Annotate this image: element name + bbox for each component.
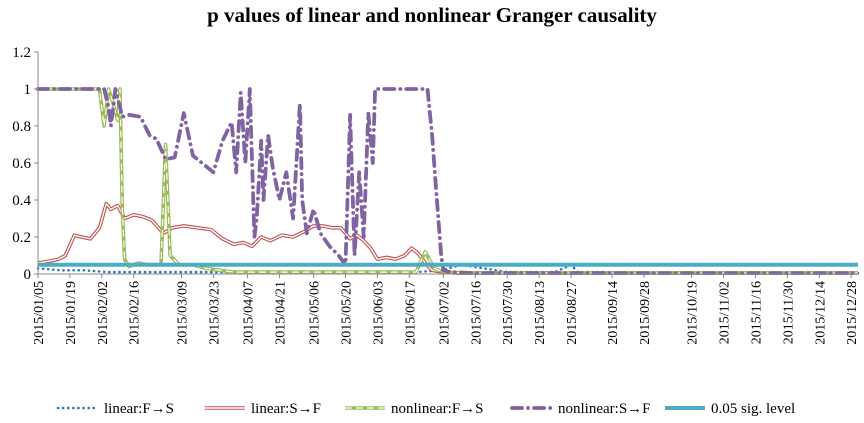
legend-entry: 0.05 sig. level <box>665 401 795 417</box>
x-tick-label: 2015/06/03 <box>371 281 386 345</box>
x-tick-label: 2015/10/19 <box>686 281 701 345</box>
x-tick-label: 2015/01/05 <box>32 281 47 345</box>
x-tick-label: 2015/04/07 <box>242 281 257 345</box>
y-tick-label: 1.2 <box>12 45 31 61</box>
plot-area <box>36 87 860 276</box>
chart-title: p values of linear and nonlinear Granger… <box>207 3 657 27</box>
x-tick-label: 2015/07/30 <box>501 281 516 345</box>
series-line-3 <box>36 87 860 276</box>
x-tick-label: 2015/07/02 <box>437 281 452 345</box>
x-tick-label: 2015/04/21 <box>273 281 288 345</box>
x-tick-label: 2015/06/17 <box>403 281 418 345</box>
x-tick-label: 2015/05/20 <box>340 281 355 345</box>
x-tick-label: 2015/05/06 <box>308 281 323 345</box>
x-tick-label: 2015/01/19 <box>64 281 79 345</box>
legend-label: nonlinear:S→F <box>558 401 651 417</box>
x-tick-label: 2015/12/28 <box>845 281 860 345</box>
x-tick-label: 2015/11/30 <box>781 281 796 344</box>
y-tick-label: 0.6 <box>12 156 31 172</box>
x-tick-label: 2015/12/14 <box>813 281 828 345</box>
legend-entry: linear:F→S <box>56 401 174 417</box>
series-line-2 <box>38 87 858 275</box>
legend-label: linear:S→F <box>251 401 321 417</box>
x-tick-label: 2015/11/02 <box>718 281 733 344</box>
series-line-1 <box>37 201 858 275</box>
legend-entry: linear:S→F <box>205 401 321 417</box>
x-tick-label: 2015/08/13 <box>533 281 548 345</box>
series-line-stroke <box>38 87 858 275</box>
y-tick-label: 0.4 <box>12 193 31 209</box>
y-tick-label: 0 <box>24 267 32 283</box>
legend-label: 0.05 sig. level <box>711 401 795 417</box>
x-tick-label: 2015/02/02 <box>96 281 111 345</box>
x-tick-label: 2015/09/14 <box>606 281 621 345</box>
x-tick-label: 2015/11/16 <box>750 281 765 344</box>
y-tick-label: 0.2 <box>12 230 31 246</box>
series-line-stroke <box>36 87 860 276</box>
chart-legend: linear:F→S linear:S→F nonlinear:F→S nonline… <box>56 401 795 417</box>
x-tick-label: 2015/09/28 <box>638 281 653 345</box>
x-tick-label: 2015/02/16 <box>128 281 143 345</box>
x-tick-label: 2015/03/09 <box>176 281 191 345</box>
legend-label: nonlinear:F→S <box>391 401 484 417</box>
chart-axes: 0 0.2 0.4 0.6 0.8 1 1.2 2015/01/05 2015/01/19 201… <box>12 45 860 345</box>
x-tick-label: 2015/03/23 <box>207 281 222 345</box>
y-tick-label: 1 <box>24 82 32 98</box>
y-tick-label: 0.8 <box>12 119 31 135</box>
x-tick-label: 2015/08/27 <box>565 281 580 345</box>
legend-label: linear:F→S <box>104 401 174 417</box>
legend-entry: nonlinear:F→S <box>345 401 484 417</box>
series-line-stroke <box>37 202 858 274</box>
series-line-stroke <box>38 88 858 274</box>
x-tick-label: 2015/07/16 <box>469 281 484 345</box>
legend-entry: nonlinear:S→F <box>510 401 651 417</box>
